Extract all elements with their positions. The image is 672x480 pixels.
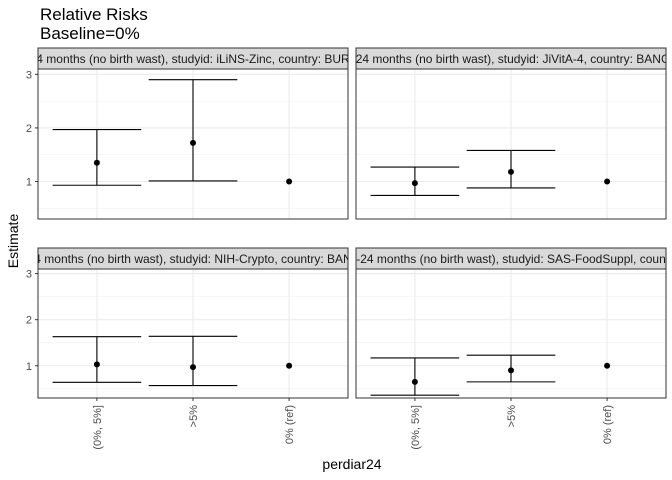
error-bar [148, 335, 238, 387]
y-tick-label: 2 [26, 123, 32, 135]
error-bar [148, 79, 238, 182]
x-tick: 0% (ref) [284, 398, 296, 444]
x-tick-label: 0% (ref) [602, 405, 614, 444]
estimate-point [93, 361, 100, 368]
y-tick-label: 2 [26, 315, 32, 327]
strip-label: -24 months (no birth wast), studyid: SAS… [356, 252, 666, 266]
y-axis-ticks: 1 2 3 1 2 3 [26, 69, 38, 373]
x-tick-label: (0%, 5%] [410, 405, 422, 450]
y-tick-label: 3 [26, 69, 32, 81]
facet-panels: 4 months (no birth wast), studyid: iLiNS… [34, 47, 671, 399]
x-tick-label: >5% [188, 405, 200, 428]
facet-panel: -24 months (no birth wast), studyid: SAS… [355, 247, 667, 399]
estimate-point [190, 139, 196, 146]
x-axis-title: perdiar24 [322, 456, 381, 472]
y-tick: 3 [26, 69, 38, 81]
strip-label: -24 months (no birth wast), studyid: JiV… [352, 52, 671, 66]
y-tick: 1 [26, 177, 38, 189]
x-tick-label: (0%, 5%] [92, 405, 104, 450]
estimate-point [93, 159, 100, 166]
chart-title: Relative Risks [40, 5, 148, 24]
x-tick: (0%, 5%] [410, 398, 422, 450]
facet-panel: -24 months (no birth wast), studyid: JiV… [352, 47, 671, 220]
estimate-point [411, 378, 418, 385]
strip-background [37, 247, 349, 270]
strip-label: 4 months (no birth wast), studyid: NIH-C… [34, 252, 351, 266]
estimate-point [604, 178, 611, 185]
x-tick-label: 0% (ref) [284, 405, 296, 444]
strip-background [37, 47, 349, 70]
y-axis-title: Estimate [5, 214, 21, 269]
estimate-point [286, 362, 293, 369]
x-tick: (0%, 5%] [92, 398, 104, 450]
y-tick-label: 1 [26, 177, 32, 189]
y-tick-label: 1 [26, 361, 32, 373]
y-tick: 2 [26, 315, 38, 327]
y-tick: 2 [26, 123, 38, 135]
y-tick: 1 [26, 361, 38, 373]
error-bar [52, 128, 142, 186]
estimate-point [508, 168, 514, 175]
estimate-point [190, 364, 196, 371]
error-bar [52, 336, 142, 383]
estimate-point [604, 362, 611, 369]
x-axis-ticks: (0%, 5%] >5% 0% (ref) (0%, 5%] >5% 0% (ref) [92, 398, 614, 450]
facet-panel: 4 months (no birth wast), studyid: iLiNS… [36, 47, 350, 220]
estimate-point [508, 367, 514, 374]
strip-background [355, 47, 667, 70]
chart-subtitle: Baseline=0% [40, 24, 140, 43]
y-tick: 3 [26, 269, 38, 281]
x-tick-label: >5% [506, 405, 518, 428]
x-tick: >5% [188, 398, 200, 427]
y-tick-label: 3 [26, 269, 32, 281]
estimate-point [411, 180, 418, 187]
strip-background [355, 247, 667, 270]
x-tick: >5% [506, 398, 518, 427]
error-bar [370, 357, 460, 396]
facet-panel: 4 months (no birth wast), studyid: NIH-C… [34, 247, 351, 399]
strip-label: 4 months (no birth wast), studyid: iLiNS… [36, 52, 350, 66]
estimate-point [286, 178, 293, 185]
x-tick: 0% (ref) [602, 398, 614, 444]
